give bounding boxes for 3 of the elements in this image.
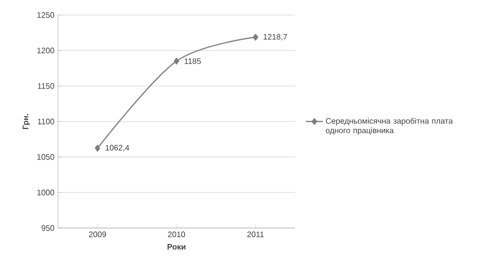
point: [94, 144, 100, 152]
point: [252, 34, 258, 41]
point: [174, 58, 180, 65]
